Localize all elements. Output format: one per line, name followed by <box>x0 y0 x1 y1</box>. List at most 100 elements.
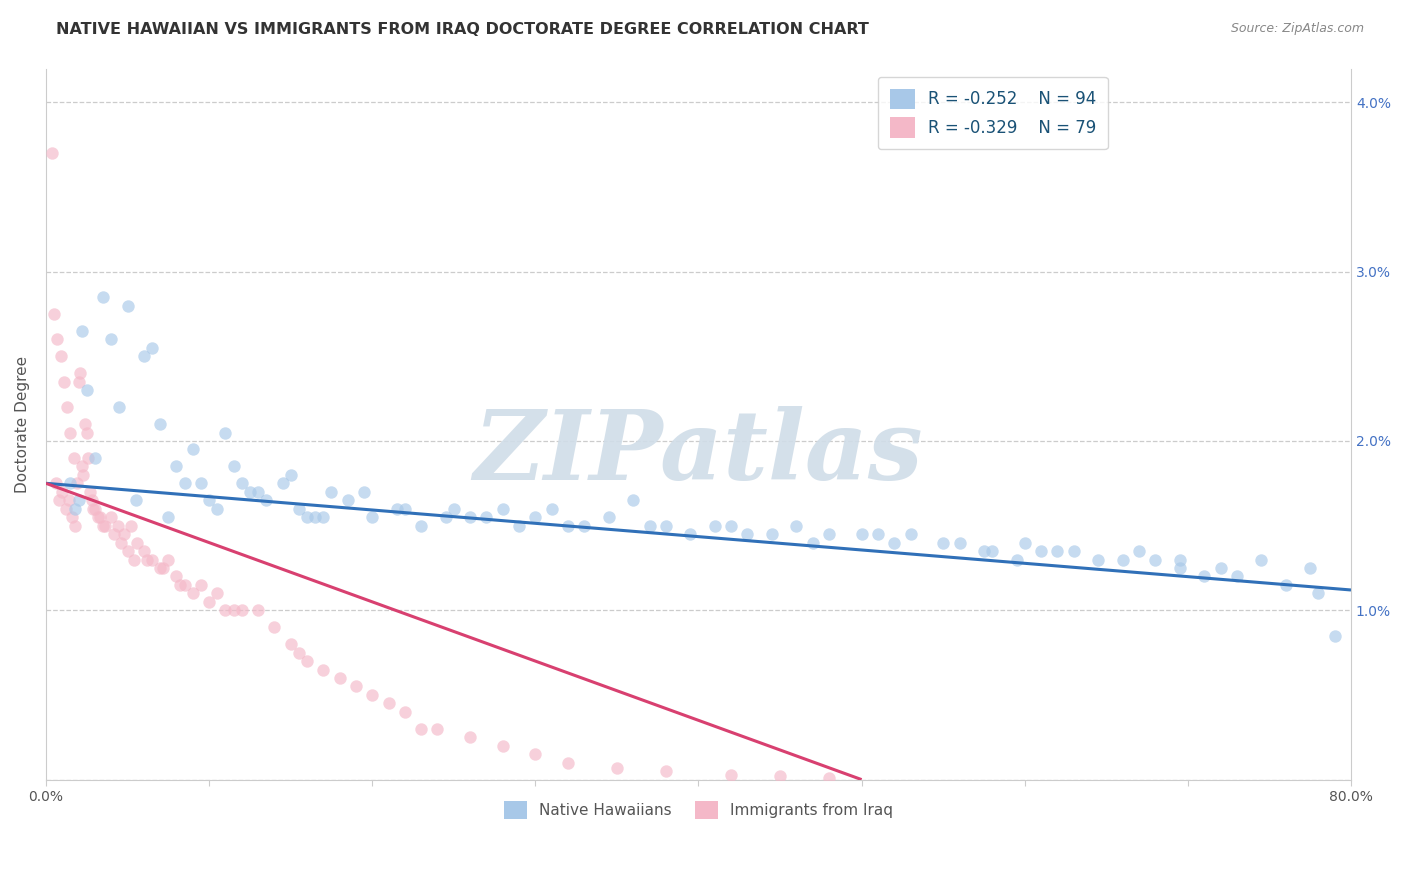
Point <box>866 527 889 541</box>
Legend: Native Hawaiians, Immigrants from Iraq: Native Hawaiians, Immigrants from Iraq <box>498 795 898 825</box>
Point <box>67 493 90 508</box>
Point <box>458 731 481 745</box>
Point <box>524 510 547 524</box>
Point <box>883 535 905 549</box>
Point <box>1250 552 1272 566</box>
Point <box>67 375 90 389</box>
Point <box>394 501 416 516</box>
Point <box>769 769 792 783</box>
Point <box>65 518 87 533</box>
Point <box>1128 544 1150 558</box>
Point <box>598 510 620 524</box>
Point <box>280 637 302 651</box>
Point <box>411 518 433 533</box>
Point <box>263 620 285 634</box>
Point <box>45 476 67 491</box>
Point <box>239 484 262 499</box>
Point <box>76 383 98 397</box>
Point <box>411 722 433 736</box>
Point <box>1063 544 1085 558</box>
Point <box>336 493 359 508</box>
Point <box>254 493 277 508</box>
Point <box>288 646 311 660</box>
Point <box>1014 535 1036 549</box>
Point <box>1323 629 1346 643</box>
Point <box>737 527 759 541</box>
Point <box>56 400 79 414</box>
Point <box>720 518 742 533</box>
Point <box>679 527 702 541</box>
Point <box>1192 569 1215 583</box>
Point <box>173 476 195 491</box>
Point <box>117 544 139 558</box>
Point <box>122 552 145 566</box>
Point <box>107 518 129 533</box>
Point <box>761 527 783 541</box>
Point <box>120 518 142 533</box>
Point <box>103 527 125 541</box>
Point <box>851 527 873 541</box>
Point <box>136 552 159 566</box>
Point <box>87 510 110 524</box>
Point <box>329 671 352 685</box>
Point <box>190 578 212 592</box>
Point <box>1029 544 1052 558</box>
Point <box>41 146 63 161</box>
Point <box>1209 561 1232 575</box>
Point <box>181 442 204 457</box>
Point <box>214 425 236 440</box>
Point <box>818 771 841 785</box>
Point <box>353 484 375 499</box>
Point <box>295 654 318 668</box>
Text: Source: ZipAtlas.com: Source: ZipAtlas.com <box>1230 22 1364 36</box>
Point <box>55 501 77 516</box>
Point <box>385 501 408 516</box>
Point <box>152 561 174 575</box>
Point <box>214 603 236 617</box>
Point <box>361 510 384 524</box>
Point <box>557 756 579 770</box>
Point <box>1308 586 1330 600</box>
Point <box>344 680 367 694</box>
Point <box>149 417 172 431</box>
Point <box>288 501 311 516</box>
Point <box>458 510 481 524</box>
Point <box>181 586 204 600</box>
Point <box>80 493 103 508</box>
Point <box>169 578 191 592</box>
Point <box>76 425 98 440</box>
Point <box>621 493 644 508</box>
Point <box>66 476 89 491</box>
Point <box>948 535 970 549</box>
Point <box>75 417 97 431</box>
Point <box>112 527 135 541</box>
Point <box>79 484 101 499</box>
Point <box>125 493 148 508</box>
Point <box>52 375 75 389</box>
Point <box>207 586 229 600</box>
Point <box>149 561 172 575</box>
Point <box>222 459 245 474</box>
Point <box>1299 561 1322 575</box>
Point <box>426 722 449 736</box>
Point <box>981 544 1004 558</box>
Point <box>361 688 384 702</box>
Point <box>65 501 87 516</box>
Point <box>166 569 188 583</box>
Point <box>166 459 188 474</box>
Point <box>82 501 104 516</box>
Point <box>231 603 253 617</box>
Point <box>574 518 596 533</box>
Point <box>394 705 416 719</box>
Point <box>1144 552 1167 566</box>
Point <box>540 501 562 516</box>
Point <box>295 510 318 524</box>
Point <box>70 324 93 338</box>
Point <box>117 299 139 313</box>
Point <box>100 510 122 524</box>
Point <box>655 518 678 533</box>
Point <box>91 518 114 533</box>
Point <box>108 400 131 414</box>
Point <box>127 535 149 549</box>
Point <box>638 518 661 533</box>
